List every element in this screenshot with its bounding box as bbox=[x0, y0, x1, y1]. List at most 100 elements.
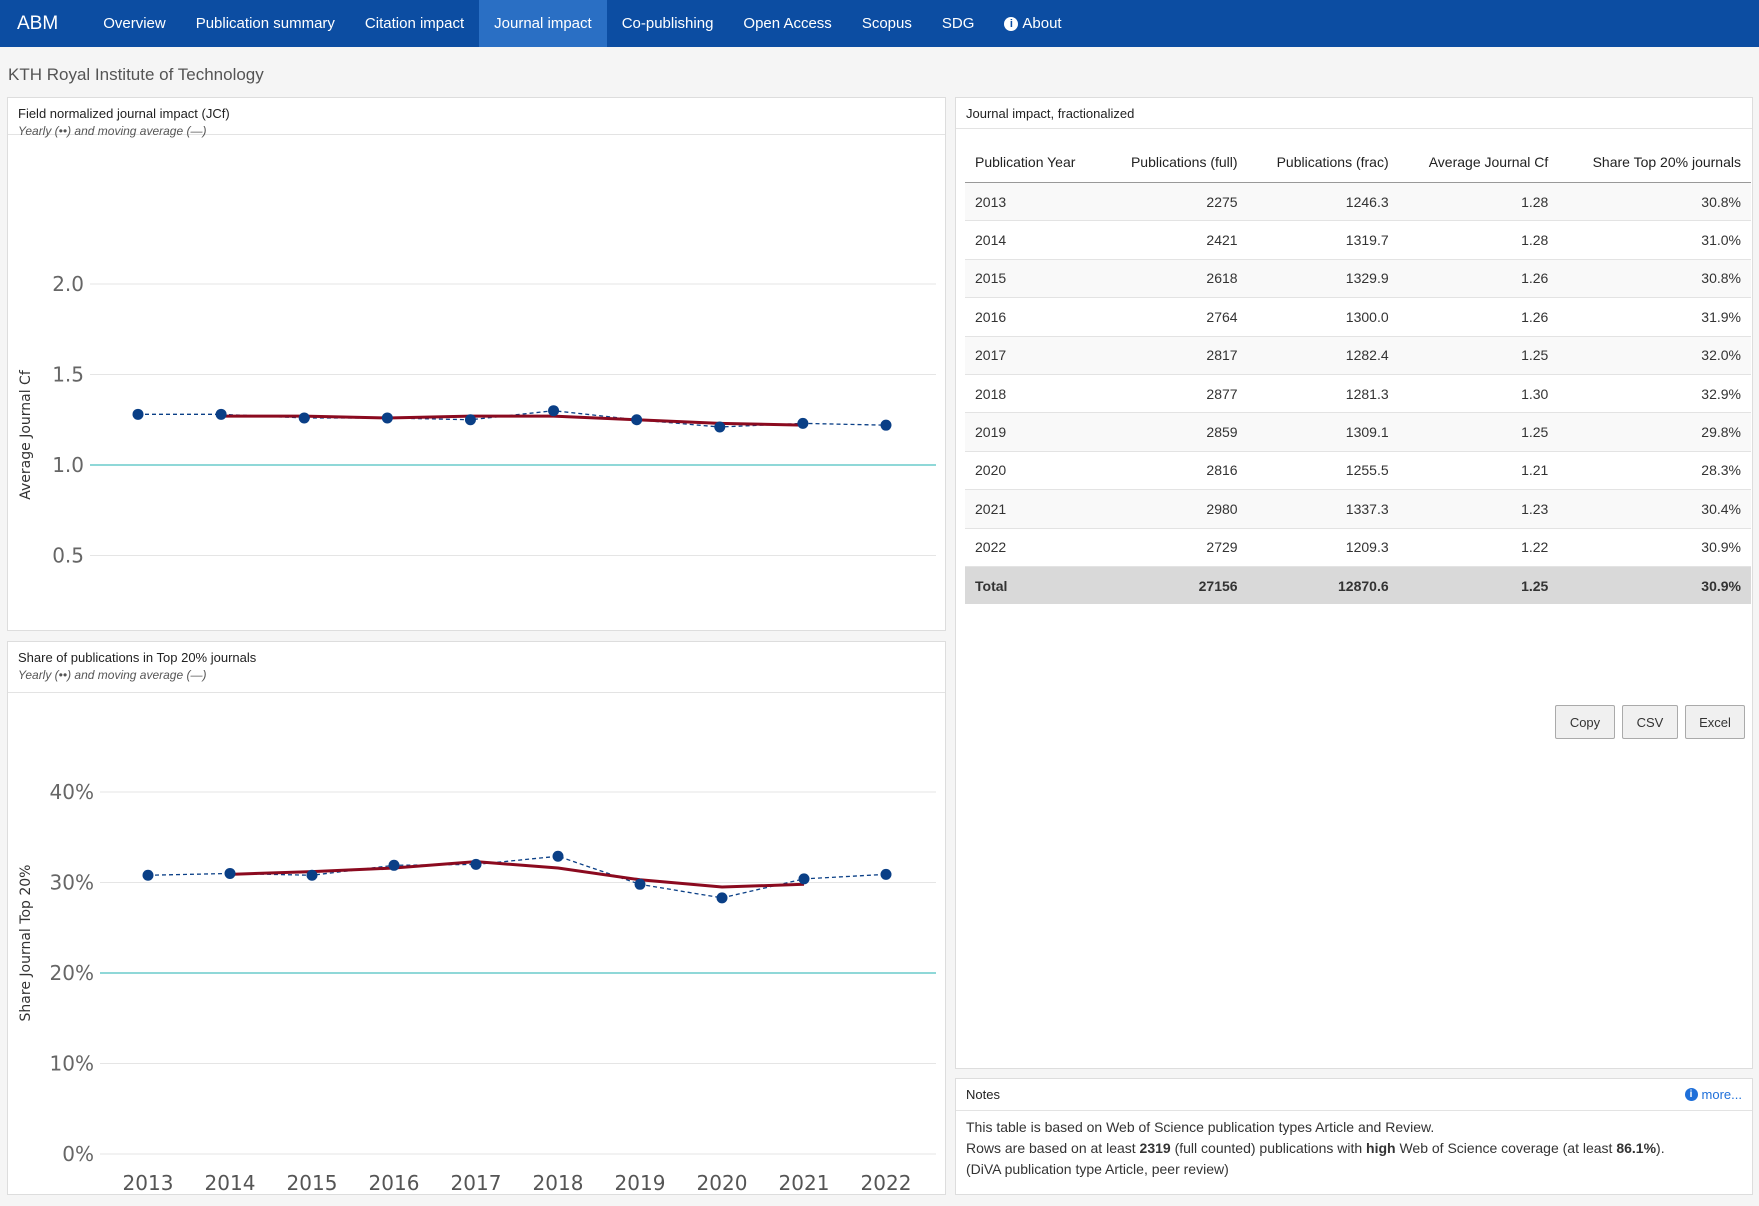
moving-average-line bbox=[221, 414, 803, 427]
nav-item-label: Open Access bbox=[743, 15, 832, 32]
table-cell: 1255.5 bbox=[1247, 451, 1399, 491]
total-cell: 27156 bbox=[1102, 566, 1248, 605]
table-cell: 32.0% bbox=[1558, 336, 1751, 375]
table-cell: 30.8% bbox=[1558, 182, 1751, 222]
column-header[interactable]: Publication Year bbox=[965, 142, 1103, 183]
nav-item-overview[interactable]: Overview bbox=[88, 0, 181, 47]
column-header[interactable]: Publications (frac) bbox=[1247, 142, 1399, 183]
top20-chart: 0% 10% 20% 30% 40% 2013 2014 2015 2016 2017 2018 20… bbox=[18, 780, 936, 1193]
csv-button[interactable]: CSV bbox=[1622, 705, 1678, 739]
y-tick-label: 30% bbox=[50, 871, 94, 895]
table-cell: 2013 bbox=[965, 182, 1103, 222]
table-row: 2015 2618 1329.9 1.26 30.8% bbox=[965, 259, 1751, 299]
table-cell: 2021 bbox=[965, 489, 1103, 529]
brand-logo[interactable]: ABM bbox=[17, 12, 59, 34]
table-cell: 1.25 bbox=[1398, 336, 1559, 375]
x-tick-label: 2014 bbox=[205, 1171, 256, 1193]
table-cell: 1.23 bbox=[1398, 489, 1559, 529]
x-tick-label: 2019 bbox=[615, 1171, 666, 1193]
table-cell: 1.30 bbox=[1398, 374, 1559, 414]
total-cell: 12870.6 bbox=[1247, 566, 1399, 605]
table-cell: 1.21 bbox=[1398, 451, 1559, 491]
table-cell: 28.3% bbox=[1558, 451, 1751, 491]
x-tick-label: 2016 bbox=[369, 1171, 420, 1193]
data-point bbox=[716, 892, 728, 904]
notes-text: (full counted) publications with bbox=[1170, 1140, 1367, 1156]
table-cell: 31.9% bbox=[1558, 297, 1751, 337]
x-tick-label: 2021 bbox=[779, 1171, 830, 1193]
table-cell: 1.28 bbox=[1398, 220, 1559, 260]
top20-chart-header: Share of publications in Top 20% journal… bbox=[8, 642, 945, 693]
excel-button[interactable]: Excel bbox=[1685, 705, 1745, 739]
x-tick-label: 2017 bbox=[451, 1171, 502, 1193]
column-header[interactable]: Share Top 20% journals bbox=[1558, 142, 1751, 183]
nav-item-scopus[interactable]: Scopus bbox=[847, 0, 927, 47]
nav-item-sdg[interactable]: SDG bbox=[927, 0, 990, 47]
table-cell: 29.8% bbox=[1558, 412, 1751, 452]
nav-item-co-publishing[interactable]: Co-publishing bbox=[607, 0, 729, 47]
nav-item-label: About bbox=[1022, 15, 1062, 32]
table-row: 2022 2729 1209.3 1.22 30.9% bbox=[965, 528, 1751, 567]
nav-item-open-access[interactable]: Open Access bbox=[728, 0, 846, 47]
table-row: 2021 2980 1337.3 1.23 30.4% bbox=[965, 489, 1751, 529]
organization-title: KTH Royal Institute of Technology bbox=[8, 65, 264, 84]
table-cell: 2980 bbox=[1102, 489, 1248, 529]
table-cell: 2019 bbox=[965, 412, 1103, 452]
notes-panel: Notes i more... This table is based on We… bbox=[955, 1078, 1753, 1195]
table-cell: 1209.3 bbox=[1247, 528, 1399, 567]
data-point bbox=[464, 414, 476, 426]
y-axis-title: Average Journal Cf bbox=[18, 369, 34, 500]
nav-item-label: Publication summary bbox=[195, 15, 335, 32]
table-cell: 2018 bbox=[965, 374, 1103, 414]
journal-impact-table: Publication Year Publications (full) Publi… bbox=[965, 142, 1751, 605]
table-header-row: Publication Year Publications (full) Publi… bbox=[965, 142, 1751, 183]
journal-impact-table-panel: Journal impact, fractionalized Publicati… bbox=[955, 97, 1753, 1069]
x-tick-label: 2018 bbox=[533, 1171, 584, 1193]
data-point bbox=[388, 859, 400, 871]
moving-average-line bbox=[229, 860, 805, 889]
more-link[interactable]: i more... bbox=[1684, 1087, 1742, 1102]
nav-item-about[interactable]: i About bbox=[989, 0, 1076, 47]
table-cell: 2859 bbox=[1102, 412, 1248, 452]
y-tick-label: 0% bbox=[62, 1142, 94, 1166]
table-cell: 30.9% bbox=[1558, 528, 1751, 567]
y-tick-label: 10% bbox=[50, 1052, 94, 1076]
notes-line-1: This table is based on Web of Science pu… bbox=[966, 1119, 1435, 1135]
nav-item-journal-impact[interactable]: Journal impact bbox=[479, 0, 607, 47]
table-cell: 1282.4 bbox=[1247, 336, 1399, 375]
table-cell: 1329.9 bbox=[1247, 259, 1399, 299]
table-cell: 2022 bbox=[965, 528, 1103, 567]
data-point bbox=[470, 858, 482, 870]
table-row: 2017 2817 1282.4 1.25 32.0% bbox=[965, 336, 1751, 375]
table-cell: 2275 bbox=[1102, 182, 1248, 222]
data-point bbox=[880, 868, 892, 880]
copy-button[interactable]: Copy bbox=[1555, 705, 1615, 739]
notes-text: Rows are based on at least bbox=[966, 1140, 1140, 1156]
nav-item-citation-impact[interactable]: Citation impact bbox=[350, 0, 479, 47]
y-tick-label: 1.0 bbox=[52, 453, 84, 477]
column-header[interactable]: Publications (full) bbox=[1102, 142, 1248, 183]
column-header[interactable]: Average Journal Cf bbox=[1398, 142, 1559, 183]
data-point bbox=[224, 867, 236, 879]
data-point bbox=[215, 408, 227, 420]
table-cell: 1319.7 bbox=[1247, 220, 1399, 260]
data-point bbox=[132, 408, 144, 420]
notes-text: ). bbox=[1656, 1140, 1665, 1156]
data-point bbox=[548, 405, 560, 417]
top20-chart-panel: Share of publications in Top 20% journal… bbox=[7, 641, 946, 1195]
min-publications: 2319 bbox=[1139, 1140, 1171, 1156]
table-cell: 2816 bbox=[1102, 451, 1248, 491]
table-title: Journal impact, fractionalized bbox=[966, 106, 1135, 121]
nav-item-publication-summary[interactable]: Publication summary bbox=[181, 0, 350, 47]
table-cell: 2016 bbox=[965, 297, 1103, 337]
nav-item-label: Overview bbox=[103, 15, 166, 32]
y-tick-label: 20% bbox=[50, 961, 94, 985]
nav-item-label: Journal impact bbox=[494, 15, 592, 32]
table-row: 2019 2859 1309.1 1.25 29.8% bbox=[965, 412, 1751, 452]
nav-item-label: Citation impact bbox=[364, 15, 465, 32]
notes-body: This table is based on Web of Science pu… bbox=[956, 1111, 1752, 1186]
table-cell: 1.28 bbox=[1398, 182, 1559, 222]
coverage-level: high bbox=[1366, 1140, 1396, 1156]
table-cell: 2020 bbox=[965, 451, 1103, 491]
table-cell: 1246.3 bbox=[1247, 182, 1399, 222]
